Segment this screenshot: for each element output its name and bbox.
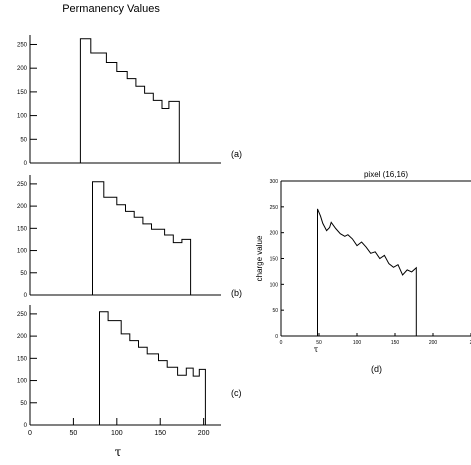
y-tick-label: 250 bbox=[17, 42, 28, 48]
y-tick-label: 150 bbox=[17, 356, 28, 362]
panel-label: (a) bbox=[231, 149, 242, 159]
y-tick-label: 200 bbox=[17, 204, 28, 210]
y-tick-label: 0 bbox=[275, 334, 278, 340]
y-tick-label: 0 bbox=[24, 423, 28, 429]
series-line bbox=[30, 311, 221, 426]
x-tick-label: 200 bbox=[198, 430, 210, 437]
panel-label: (d) bbox=[371, 364, 382, 374]
y-tick-label: 200 bbox=[270, 231, 279, 237]
x-axis-label: τ bbox=[314, 345, 319, 354]
y-axis-label: charge value bbox=[255, 235, 264, 281]
y-tick-label: 50 bbox=[20, 401, 27, 407]
y-tick-label: 0 bbox=[24, 161, 28, 167]
series-line bbox=[30, 38, 221, 164]
y-tick-label: 150 bbox=[270, 257, 279, 263]
y-tick-label: 300 bbox=[270, 179, 279, 185]
x-tick-label: 100 bbox=[353, 340, 362, 346]
x-tick-label: 200 bbox=[429, 340, 438, 346]
panel-label: (b) bbox=[231, 288, 242, 298]
series-line bbox=[281, 208, 471, 337]
panel-label: (c) bbox=[231, 388, 242, 398]
y-tick-label: 50 bbox=[272, 308, 278, 314]
panel-1: 0 50 100 150 200 250 (b) bbox=[17, 175, 242, 299]
x-tick-label: 100 bbox=[111, 430, 123, 437]
y-tick-label: 150 bbox=[17, 226, 28, 232]
x-tick-label: 50 bbox=[316, 340, 322, 346]
panel-2: 0 50 100 150 200 250 0 50 100 150 200 (c) τ bbox=[17, 305, 242, 459]
x-tick-label: 150 bbox=[391, 340, 400, 346]
y-tick-label: 100 bbox=[17, 249, 28, 255]
y-tick-label: 200 bbox=[17, 66, 28, 72]
y-tick-label: 0 bbox=[24, 293, 28, 299]
x-tick-label: 150 bbox=[154, 430, 166, 437]
y-tick-label: 100 bbox=[17, 114, 28, 120]
y-tick-label: 250 bbox=[270, 205, 279, 211]
x-tick-label: 0 bbox=[280, 340, 283, 346]
x-tick-label: 2 bbox=[470, 340, 471, 346]
y-tick-label: 150 bbox=[17, 90, 28, 96]
x-tick-label: 50 bbox=[70, 430, 78, 437]
y-tick-label: 50 bbox=[20, 137, 27, 143]
figure-title: Permanency Values bbox=[62, 3, 160, 15]
panel-0: 0 50 100 150 200 250 (a) bbox=[17, 35, 242, 167]
y-tick-label: 50 bbox=[20, 271, 27, 277]
y-tick-label: 250 bbox=[17, 312, 28, 318]
series-line bbox=[30, 181, 221, 296]
y-tick-label: 100 bbox=[17, 379, 28, 385]
y-tick-label: 250 bbox=[17, 182, 28, 188]
y-tick-label: 100 bbox=[270, 282, 279, 288]
x-tick-label: 0 bbox=[28, 430, 32, 437]
y-tick-label: 200 bbox=[17, 334, 28, 340]
panel-3: 0 50 100 150 200 250 300 0 50 100 150 200 2 (d) pixel … bbox=[255, 170, 471, 374]
panel-title: pixel (16,16) bbox=[364, 170, 408, 179]
panels: 050100150200250(a)050100150200250(b)0501… bbox=[17, 35, 471, 459]
x-axis-label: τ bbox=[115, 445, 122, 459]
